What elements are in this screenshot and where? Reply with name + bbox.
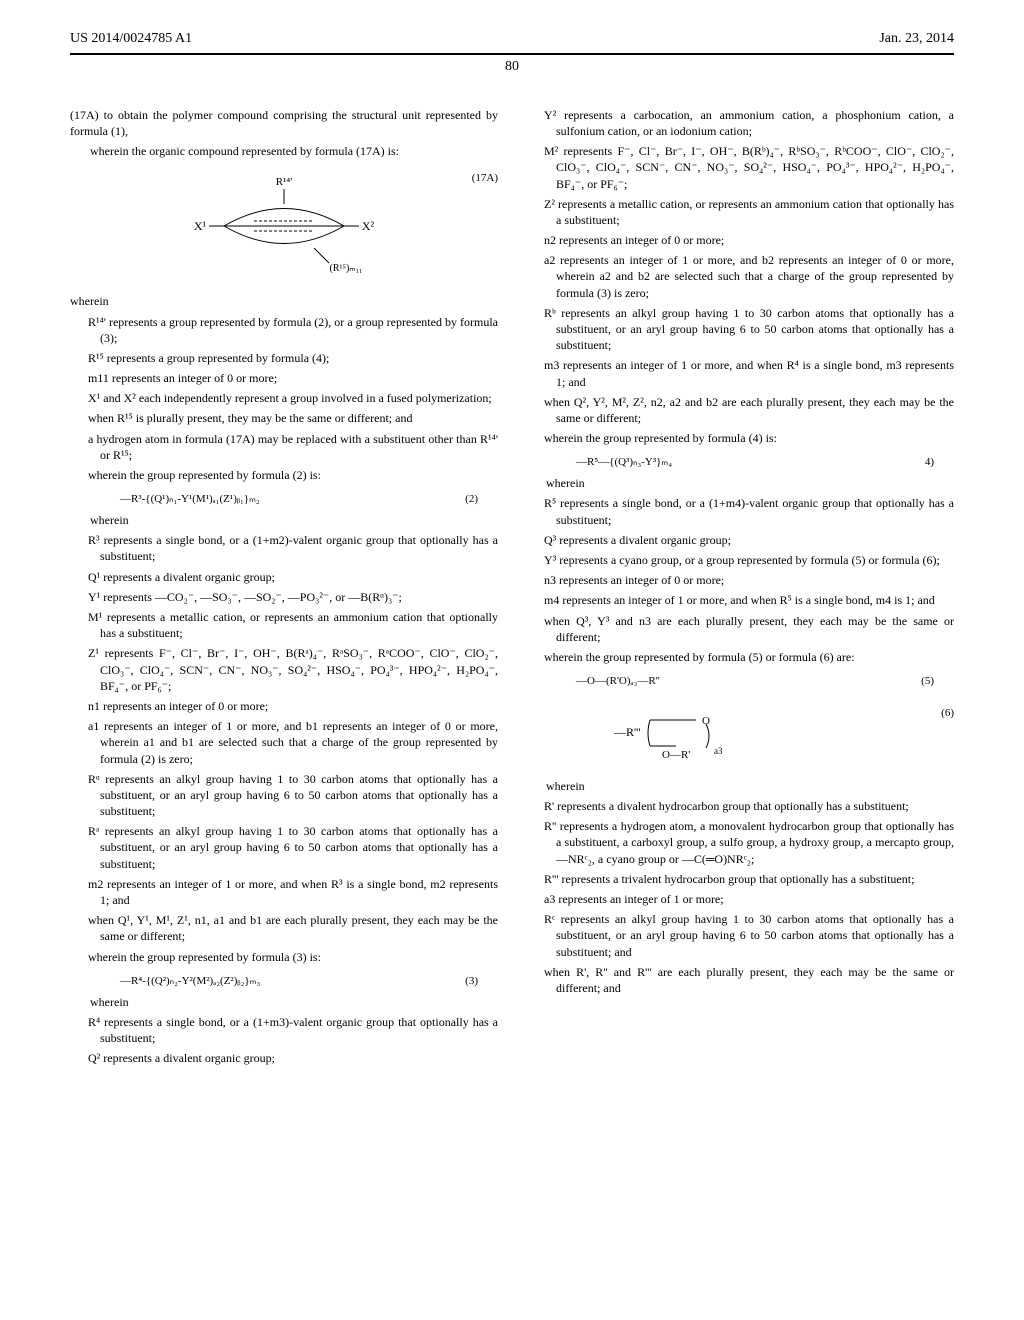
w9: Q¹ represents a divalent organic group;	[70, 569, 498, 585]
wherein-5: wherein	[526, 778, 954, 794]
w21: Q² represents a divalent organic group;	[70, 1050, 498, 1066]
wherein-3: wherein	[70, 994, 498, 1010]
o-label: O	[702, 715, 710, 727]
para-wherein-organic: wherein the organic compound represented…	[70, 143, 498, 159]
r-w13: n3 represents an integer of 0 or more;	[526, 572, 954, 588]
w18: when Q¹, Y¹, M¹, Z¹, n1, a1 and b1 are e…	[70, 912, 498, 944]
w14: a1 represents an integer of 1 or more, a…	[70, 718, 498, 767]
patent-date: Jan. 23, 2014	[879, 30, 954, 49]
r-w22: when R', R'' and R''' are each plurally …	[526, 964, 954, 996]
structure-17a: (17A) R¹⁴'	[70, 171, 498, 281]
r-w1: Y² represents a carbocation, an ammonium…	[526, 107, 954, 139]
r-w15: when Q³, Y³ and n3 are each plurally pre…	[526, 613, 954, 645]
formula-3-eq: —R⁴-{(Q²)ₙ₂-Y²(M²)ₐ₂(Z²)ᵦ₂}ₘ₃	[120, 974, 448, 989]
w2: R¹⁵ represents a group represented by fo…	[70, 350, 498, 366]
w5: when R¹⁵ is plurally present, they may b…	[70, 410, 498, 426]
r-w11: Q³ represents a divalent organic group;	[526, 532, 954, 548]
wherein-2: wherein	[70, 512, 498, 528]
w1: R¹⁴' represents a group represented by f…	[70, 314, 498, 346]
left-column: (17A) to obtain the polymer compound com…	[70, 107, 498, 1071]
formula-4-eq: —R⁵—{(Q³)ₙ₃-Y³}ₘ₄	[576, 455, 904, 470]
formula-5-eq: —O—(R'O)ₐ₃—R''	[576, 674, 904, 689]
w10: Y¹ represents —CO₂⁻, —SO₃⁻, —SO₂⁻, —PO₃²…	[70, 589, 498, 605]
r-w20: a3 represents an integer of 1 or more;	[526, 891, 954, 907]
formula-3: —R⁴-{(Q²)ₙ₂-Y²(M²)ₐ₂(Z²)ᵦ₂}ₘ₃ (3)	[70, 969, 498, 994]
w12: Z¹ represents F⁻, Cl⁻, Br⁻, I⁻, OH⁻, B(R…	[70, 645, 498, 694]
r14-label: R¹⁴'	[276, 176, 292, 188]
column-layout: (17A) to obtain the polymer compound com…	[70, 107, 954, 1071]
formula-3-num: (3)	[448, 974, 478, 989]
x2-label: X²	[362, 219, 375, 233]
r-w3: Z² represents a metallic cation, or repr…	[526, 196, 954, 228]
w19: wherein the group represented by formula…	[70, 949, 498, 965]
r-w17: R' represents a divalent hydrocarbon gro…	[526, 798, 954, 814]
structure-17a-label: (17A)	[472, 171, 498, 186]
r-w18: R'' represents a hydrogen atom, a monova…	[526, 818, 954, 867]
w8: R³ represents a single bond, or a (1+m2)…	[70, 532, 498, 564]
formula-5-num: (5)	[904, 674, 934, 689]
r-w9: wherein the group represented by formula…	[526, 430, 954, 446]
page-number: 80	[70, 58, 954, 77]
header-divider	[70, 53, 954, 55]
formula-2-num: (2)	[448, 492, 478, 507]
r-w21: Rᶜ represents an alkyl group having 1 to…	[526, 911, 954, 960]
patent-number: US 2014/0024785 A1	[70, 30, 192, 49]
r3prime-label: —R'''	[613, 725, 641, 739]
formula-5: —O—(R'O)ₐ₃—R'' (5)	[526, 669, 954, 694]
chem-structure-17a-svg: R¹⁴' X¹	[174, 171, 394, 281]
formula-4: —R⁵—{(Q³)ₙ₃-Y³}ₘ₄ 4)	[526, 450, 954, 475]
w17: m2 represents an integer of 1 or more, a…	[70, 876, 498, 908]
r-w7: m3 represents an integer of 1 or more, a…	[526, 357, 954, 389]
chem-structure-6-svg: —R''' O O—R' a3	[606, 706, 746, 766]
wherein-4: wherein	[526, 475, 954, 491]
page-header: US 2014/0024785 A1 Jan. 23, 2014	[70, 30, 954, 49]
a3-label: a3	[714, 746, 723, 756]
r-w2: M² represents F⁻, Cl⁻, Br⁻, I⁻, OH⁻, B(R…	[526, 143, 954, 192]
structure-6: (6) —R''' O O—R' a3	[526, 706, 954, 766]
right-column: Y² represents a carbocation, an ammonium…	[526, 107, 954, 1071]
w7: wherein the group represented by formula…	[70, 467, 498, 483]
or-label: O—R'	[662, 749, 690, 761]
w15: Rᵅ represents an alkyl group having 1 to…	[70, 771, 498, 820]
formula-4-num: 4)	[904, 455, 934, 470]
r15-label: (R¹⁵)ₘ₁₁	[329, 263, 362, 274]
r-w19: R''' represents a trivalent hydrocarbon …	[526, 871, 954, 887]
w20: R⁴ represents a single bond, or a (1+m3)…	[70, 1014, 498, 1046]
w3: m11 represents an integer of 0 or more;	[70, 370, 498, 386]
r-w4: n2 represents an integer of 0 or more;	[526, 232, 954, 248]
w11: M¹ represents a metallic cation, or repr…	[70, 609, 498, 641]
formula-2: —R³-{(Q¹)ₙ₁-Y¹(M¹)ₐ₁(Z¹)ᵦ₁}ₘ₂ (2)	[70, 487, 498, 512]
para-intro: (17A) to obtain the polymer compound com…	[70, 107, 498, 139]
r-w12: Y³ represents a cyano group, or a group …	[526, 552, 954, 568]
x1-label: X¹	[194, 219, 207, 233]
w13: n1 represents an integer of 0 or more;	[70, 698, 498, 714]
formula-2-eq: —R³-{(Q¹)ₙ₁-Y¹(M¹)ₐ₁(Z¹)ᵦ₁}ₘ₂	[120, 492, 448, 507]
structure-6-label: (6)	[941, 706, 954, 721]
w16: Rᵃ represents an alkyl group having 1 to…	[70, 823, 498, 872]
r-w10: R⁵ represents a single bond, or a (1+m4)…	[526, 495, 954, 527]
r-w14: m4 represents an integer of 1 or more, a…	[526, 592, 954, 608]
wherein-1: wherein	[70, 293, 498, 309]
r-w16: wherein the group represented by formula…	[526, 649, 954, 665]
r-w5: a2 represents an integer of 1 or more, a…	[526, 252, 954, 301]
w6: a hydrogen atom in formula (17A) may be …	[70, 431, 498, 463]
page-container: US 2014/0024785 A1 Jan. 23, 2014 80 (17A…	[0, 0, 1024, 1110]
r-w8: when Q², Y², M², Z², n2, a2 and b2 are e…	[526, 394, 954, 426]
r-w6: Rᵇ represents an alkyl group having 1 to…	[526, 305, 954, 354]
w4: X¹ and X² each independently represent a…	[70, 390, 498, 406]
